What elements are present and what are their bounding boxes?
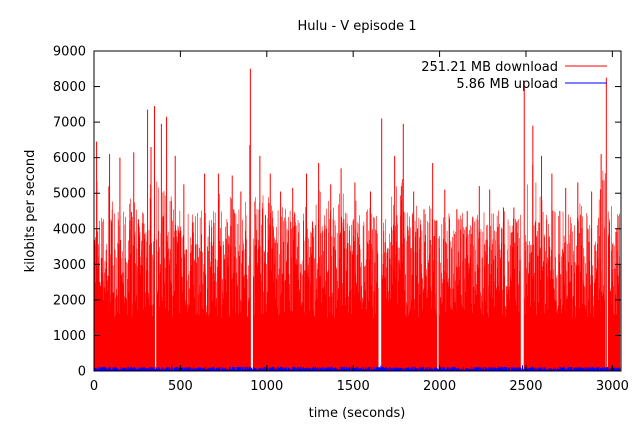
y-axis-label: kilobits per second <box>23 150 38 273</box>
axes: 0 500 1000 1500 2000 2500 3000 0 1000 2000 3000 400… <box>53 45 629 395</box>
y-tick-label: 3000 <box>53 258 86 273</box>
legend: 251.21 MB download 5.86 MB upload <box>421 60 607 92</box>
series-download <box>93 68 621 371</box>
y-tick-label: 6000 <box>53 151 86 166</box>
x-tick-label: 3000 <box>596 379 629 394</box>
y-tick-label: 5000 <box>53 187 86 202</box>
y-tick-label: 9000 <box>53 45 86 60</box>
x-tick-label: 1000 <box>250 379 283 394</box>
y-tick-label: 4000 <box>53 222 86 237</box>
x-tick-label: 2000 <box>423 379 456 394</box>
y-tick-label: 0 <box>78 365 86 380</box>
x-tick-label: 500 <box>168 379 193 394</box>
download-impulses <box>93 144 621 371</box>
x-tick-label: 1500 <box>337 379 370 394</box>
legend-label-upload: 5.86 MB upload <box>456 77 558 92</box>
chart-title: Hulu - V episode 1 <box>297 19 416 34</box>
plot-data <box>93 68 621 371</box>
plot-frame <box>93 50 622 372</box>
y-tick-label: 1000 <box>53 329 86 344</box>
x-axis-label: time (seconds) <box>309 406 406 421</box>
y-tick-label: 8000 <box>53 80 86 95</box>
y-tick-label: 2000 <box>53 293 86 308</box>
x-tick-label: 0 <box>90 379 98 394</box>
legend-label-download: 251.21 MB download <box>421 60 558 75</box>
y-tick-label: 7000 <box>53 116 86 131</box>
x-tick-label: 2500 <box>509 379 542 394</box>
